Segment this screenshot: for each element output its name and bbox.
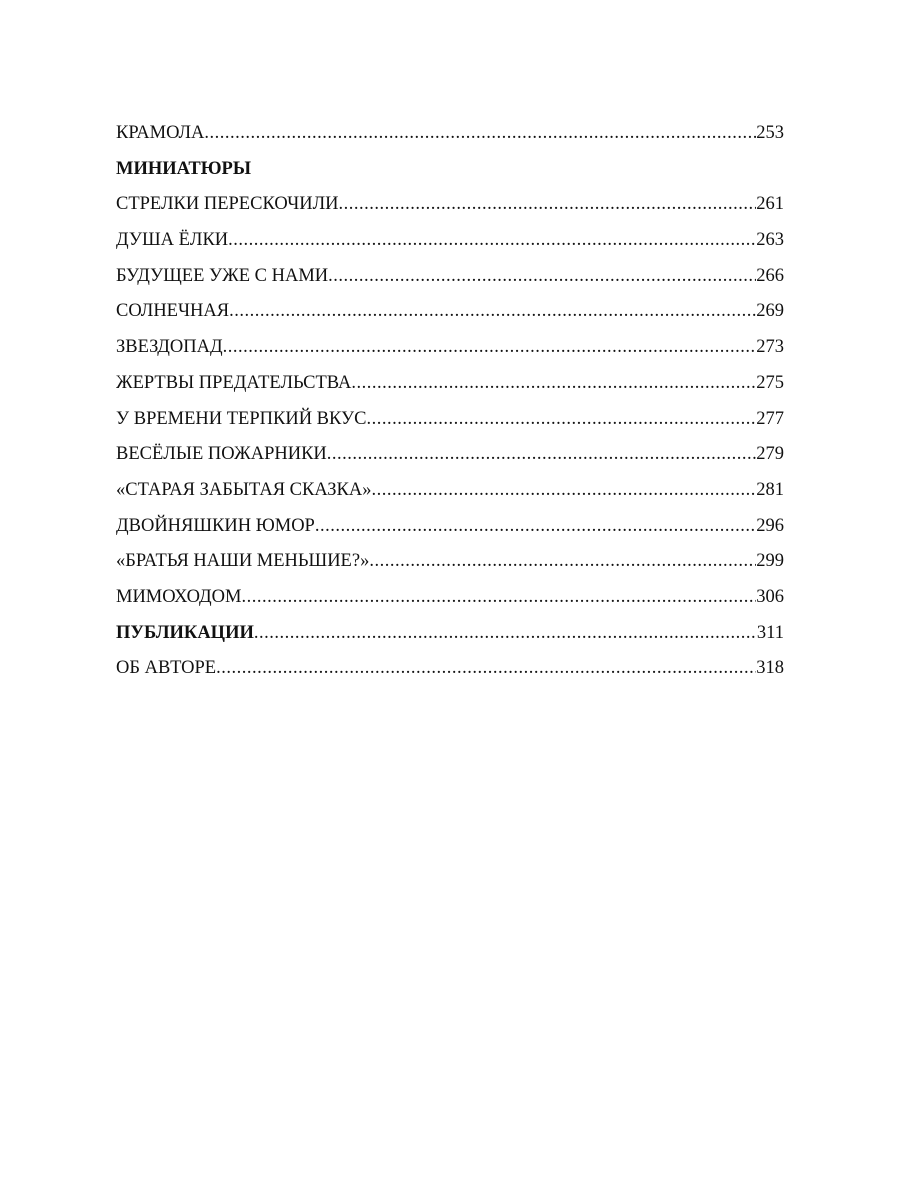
toc-entry-page-number: 275 [756,372,784,393]
toc-entry: МИМОХОДОМ 306 [116,587,784,623]
toc-entry: «БРАТЬЯ НАШИ МЕНЬШИЕ?» 299 [116,551,784,587]
toc-entry-page-number: 263 [756,230,784,251]
dot-leader [228,230,756,251]
toc-entry-page-number: 299 [756,551,784,572]
toc-entry: ВЕСЁЛЫЕ ПОЖАРНИКИ 279 [116,444,784,480]
toc-entry-title: ОБ АВТОРЕ [116,658,217,679]
toc-entry: БУДУЩЕЕ УЖЕ С НАМИ 266 [116,266,784,302]
dot-leader [327,444,756,465]
toc-entry: СОЛНЕЧНАЯ 269 [116,301,784,337]
toc-entry: СТРЕЛКИ ПЕРЕСКОЧИЛИ 261 [116,194,784,230]
toc-entry-page-number: 253 [756,123,784,143]
dot-leader [339,194,757,215]
dot-leader [351,373,756,394]
toc-entry: ДУША ЁЛКИ 263 [116,230,784,266]
toc-entry: ДВОЙНЯШКИН ЮМОР 296 [116,516,784,552]
toc-entry-page-number: 296 [756,515,784,536]
toc-entry-page-number: 311 [756,622,784,643]
toc-entry-title: МИНИАТЮРЫ [116,158,252,179]
toc-entry: «СТАРАЯ ЗАБЫТАЯ СКАЗКА» 281 [116,480,784,516]
dot-leader [328,266,756,287]
dot-leader [369,551,756,572]
toc-entry-title: ЗВЕЗДОПАД [116,337,223,358]
toc-entry: ПУБЛИКАЦИИ 311 [116,623,784,659]
dot-leader [315,516,756,537]
dot-leader [371,480,756,501]
toc-entry-title: БУДУЩЕЕ УЖЕ С НАМИ [116,265,329,286]
toc-entry-title: «БРАТЬЯ НАШИ МЕНЬШИЕ?» [116,551,370,572]
dot-leader [229,301,756,322]
dot-leader [254,623,757,644]
toc-entry-title: «СТАРАЯ ЗАБЫТАЯ СКАЗКА» [116,479,372,500]
toc-entry-title: СТРЕЛКИ ПЕРЕСКОЧИЛИ [116,194,339,215]
toc-entry-page-number: 277 [756,408,784,429]
dot-leader [241,587,756,608]
toc-entry-title: У ВРЕМЕНИ ТЕРПКИЙ ВКУС [116,408,367,429]
toc-entry-title: ВЕСЁЛЫЕ ПОЖАРНИКИ [116,444,327,465]
toc-entry-page-number: 318 [756,658,784,679]
dot-leader [216,658,756,679]
dot-leader [223,337,757,358]
toc-entry-page-number: 269 [756,301,784,322]
table-of-contents: КРАМОЛА 253 МИНИАТЮРЫ СТРЕЛКИ ПЕРЕСКОЧИЛИ 26… [116,123,784,694]
toc-entry: У ВРЕМЕНИ ТЕРПКИЙ ВКУС 277 [116,409,784,445]
toc-entry-title: ЖЕРТВЫ ПРЕДАТЕЛЬСТВА [116,372,352,393]
toc-entry: ОБ АВТОРЕ 318 [116,658,784,694]
toc-entry-title: ДУША ЁЛКИ [116,230,229,251]
toc-entry: КРАМОЛА 253 [116,123,784,159]
toc-entry-page-number: 266 [756,265,784,286]
toc-entry-page-number: 281 [756,479,784,500]
dot-leader [366,409,756,430]
toc-entry-page-number: 261 [756,194,784,215]
toc-entry-page-number: 306 [756,586,784,607]
toc-entry-page-number: 273 [756,337,784,358]
toc-entry-title: КРАМОЛА [116,123,205,143]
dot-leader [204,123,756,144]
toc-entry: ЗВЕЗДОПАД 273 [116,337,784,373]
toc-entry-page-number: 279 [756,444,784,465]
toc-entry-title: СОЛНЕЧНАЯ [116,301,230,322]
toc-entry-title: ПУБЛИКАЦИИ [116,622,254,643]
toc-entry: ЖЕРТВЫ ПРЕДАТЕЛЬСТВА 275 [116,373,784,409]
toc-entry-title: ДВОЙНЯШКИН ЮМОР [116,515,315,536]
toc-section-heading: МИНИАТЮРЫ [116,159,784,195]
toc-entry-title: МИМОХОДОМ [116,586,242,607]
